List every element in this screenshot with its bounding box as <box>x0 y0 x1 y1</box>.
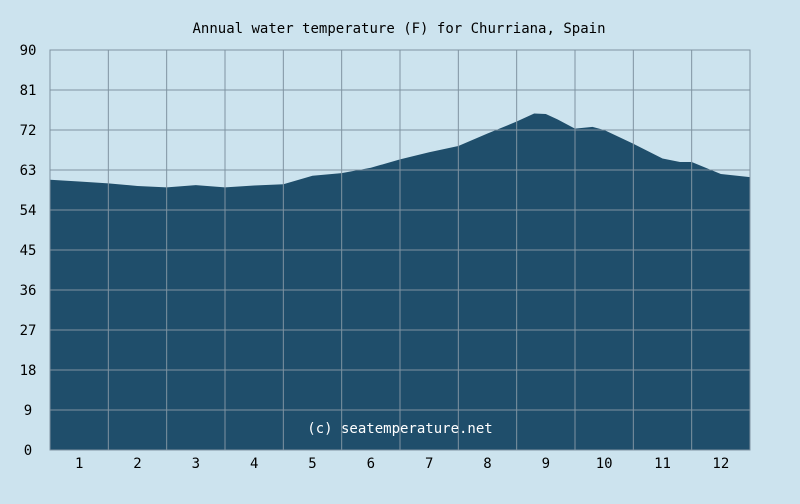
x-axis-ticks: 1 2 3 4 5 6 7 8 9 10 11 12 <box>75 456 729 472</box>
x-tick-label: 12 <box>712 456 729 472</box>
y-tick-label: 63 <box>20 163 37 179</box>
y-tick-label: 18 <box>20 363 37 379</box>
x-tick-label: 9 <box>542 456 550 472</box>
x-tick-label: 8 <box>483 456 491 472</box>
y-tick-label: 72 <box>20 123 37 139</box>
y-tick-label: 0 <box>24 443 32 459</box>
y-axis-ticks: 0 9 18 27 36 45 54 63 72 81 90 <box>20 43 37 459</box>
y-tick-label: 54 <box>20 203 37 219</box>
x-tick-label: 3 <box>192 456 200 472</box>
grid-lines <box>50 49 750 451</box>
chart-title: Annual water temperature (F) for Churria… <box>192 21 605 37</box>
y-tick-label: 27 <box>20 323 37 339</box>
x-tick-label: 4 <box>250 456 258 472</box>
y-tick-label: 36 <box>20 283 37 299</box>
y-tick-label: 90 <box>20 43 37 59</box>
x-tick-label: 6 <box>367 456 375 472</box>
watermark: (c) seatemperature.net <box>307 421 492 437</box>
x-tick-label: 7 <box>425 456 433 472</box>
plot-border <box>49 49 751 451</box>
x-tick-label: 11 <box>654 456 671 472</box>
y-tick-label: 81 <box>20 83 37 99</box>
y-tick-label: 45 <box>20 243 37 259</box>
x-tick-label: 1 <box>75 456 83 472</box>
x-tick-label: 10 <box>596 456 613 472</box>
y-tick-label: 9 <box>24 403 32 419</box>
x-tick-label: 2 <box>133 456 141 472</box>
x-tick-label: 5 <box>308 456 316 472</box>
